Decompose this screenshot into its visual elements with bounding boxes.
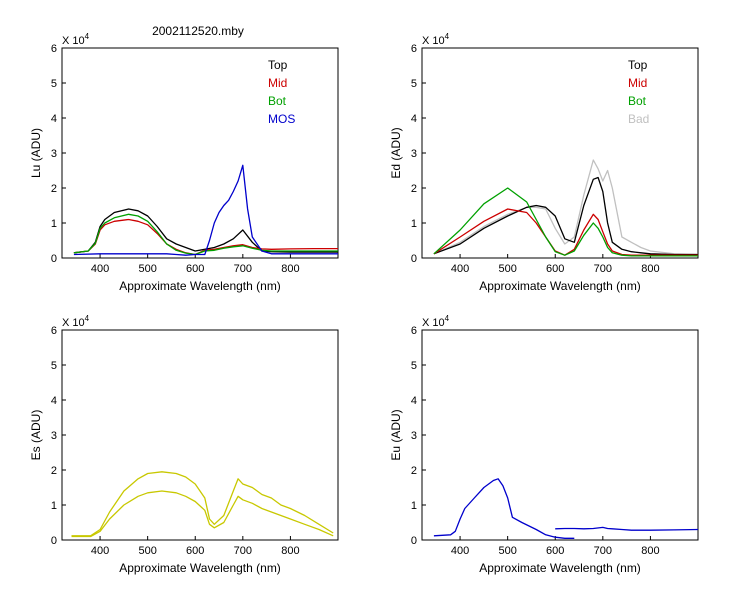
y-tick-label: 5: [51, 78, 57, 90]
y-multiplier-base: X 10: [422, 35, 445, 47]
legend-entry-bot: Bot: [628, 94, 647, 108]
x-tick-label: 500: [138, 545, 156, 557]
y-tick-label: 6: [51, 325, 57, 337]
series-group: [71, 471, 334, 538]
x-tick-label: 800: [641, 263, 659, 275]
y-tick-label: 1: [51, 218, 57, 230]
x-tick-label: 700: [594, 263, 612, 275]
legend-entry-bad: Bad: [628, 112, 649, 126]
x-tick-label: 400: [91, 263, 109, 275]
y-tick-label: 5: [411, 78, 417, 90]
y-multiplier: X 104: [62, 314, 90, 329]
series-line-top: [433, 176, 698, 256]
series-group: [433, 478, 698, 539]
y-multiplier: X 104: [422, 32, 450, 47]
x-tick-label: 600: [186, 545, 204, 557]
y-multiplier-exponent: 4: [445, 32, 450, 41]
y-tick-label: 4: [411, 395, 417, 407]
y-multiplier-base: X 10: [62, 35, 85, 47]
y-tick-label: 3: [51, 430, 57, 442]
plot-frame: [421, 329, 699, 541]
x-tick-label: 500: [138, 263, 156, 275]
series-group: [433, 159, 698, 257]
x-tick-label: 500: [498, 263, 516, 275]
y-tick-label: 0: [51, 535, 57, 547]
y-tick-label: 2: [411, 465, 417, 477]
series-line-mid: [433, 208, 698, 256]
y-tick-label: 3: [411, 430, 417, 442]
x-tick-label: 700: [234, 263, 252, 275]
y-tick-label: 4: [51, 395, 57, 407]
y-multiplier-exponent: 4: [85, 32, 90, 41]
legend-entry-mos: MOS: [268, 112, 295, 126]
y-tick-label: 1: [411, 218, 417, 230]
y-tick-label: 2: [51, 465, 57, 477]
y-axis-label: Eu (ADU): [389, 409, 403, 460]
y-tick-label: 0: [411, 535, 417, 547]
series-line-trace-1: [555, 526, 698, 531]
plot-frame: [421, 47, 699, 259]
x-tick-label: 600: [546, 263, 564, 275]
y-multiplier-exponent: 4: [445, 314, 450, 323]
series-line-trace-0: [433, 478, 575, 539]
x-axis-label: Approximate Wavelength (nm): [119, 279, 281, 293]
y-multiplier-base: X 10: [62, 317, 85, 329]
y-tick-label: 0: [411, 253, 417, 265]
y-tick-label: 1: [411, 500, 417, 512]
x-tick-label: 400: [451, 545, 469, 557]
x-tick-label: 700: [594, 545, 612, 557]
series-line-bot: [433, 187, 698, 257]
y-multiplier-exponent: 4: [85, 314, 90, 323]
x-tick-label: 800: [641, 545, 659, 557]
y-tick-label: 5: [411, 360, 417, 372]
y-tick-label: 3: [51, 148, 57, 160]
y-tick-label: 6: [411, 325, 417, 337]
y-tick-label: 4: [51, 113, 57, 125]
x-tick-label: 600: [546, 545, 564, 557]
series-group: [73, 164, 338, 256]
x-tick-label: 800: [281, 545, 299, 557]
y-tick-label: 2: [411, 183, 417, 195]
x-tick-label: 400: [91, 545, 109, 557]
y-tick-label: 0: [51, 253, 57, 265]
legend-entry-top: Top: [268, 58, 288, 72]
legend-entry-mid: Mid: [628, 76, 647, 90]
legend-entry-mid: Mid: [268, 76, 287, 90]
series-line-trace-1: [71, 490, 334, 538]
y-tick-label: 5: [51, 360, 57, 372]
x-tick-label: 800: [281, 263, 299, 275]
x-tick-label: 700: [234, 545, 252, 557]
x-axis-label: Approximate Wavelength (nm): [119, 561, 281, 575]
legend-entry-top: Top: [628, 58, 648, 72]
y-multiplier-base: X 10: [422, 317, 445, 329]
x-tick-label: 600: [186, 263, 204, 275]
y-tick-label: 6: [51, 43, 57, 55]
series-line-trace-0: [71, 471, 334, 537]
x-axis-label: Approximate Wavelength (nm): [479, 561, 641, 575]
legend-entry-bot: Bot: [268, 94, 287, 108]
figure-title: 2002112520.mby: [152, 24, 244, 38]
x-tick-label: 400: [451, 263, 469, 275]
y-axis-label: Ed (ADU): [389, 127, 403, 178]
series-line-mos: [73, 164, 338, 256]
y-multiplier: X 104: [62, 32, 90, 47]
y-tick-label: 3: [411, 148, 417, 160]
x-axis-label: Approximate Wavelength (nm): [479, 279, 641, 293]
y-axis-label: Es (ADU): [29, 410, 43, 461]
y-tick-label: 6: [411, 43, 417, 55]
plot-frame: [61, 329, 339, 541]
y-axis-label: Lu (ADU): [29, 128, 43, 178]
y-tick-label: 4: [411, 113, 417, 125]
y-tick-label: 2: [51, 183, 57, 195]
y-multiplier: X 104: [422, 314, 450, 329]
y-tick-label: 1: [51, 500, 57, 512]
x-tick-label: 500: [498, 545, 516, 557]
